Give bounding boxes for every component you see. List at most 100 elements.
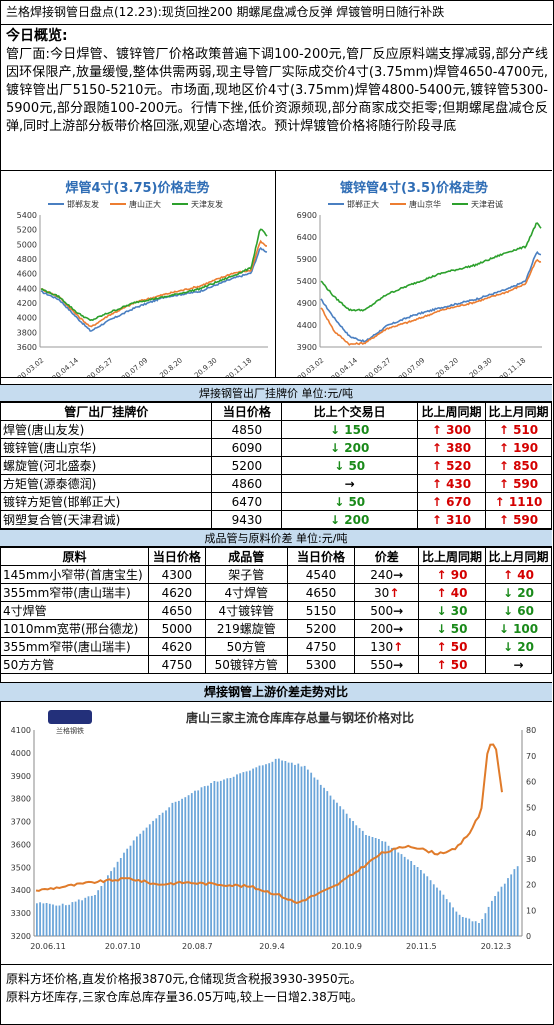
change-cell: → <box>281 474 418 493</box>
flat-arrow-icon: → <box>393 621 404 636</box>
down-arrow-icon: ↓ <box>436 621 451 636</box>
change-cell: ↑ 590 <box>484 510 553 529</box>
inventory-bar <box>400 854 403 936</box>
y-left-tick-label: 3600 <box>11 840 31 849</box>
y-tick-label: 4900 <box>297 299 317 308</box>
price-cell: 4850 <box>211 420 283 439</box>
raw-material: 4寸焊管 <box>0 601 149 620</box>
flat-arrow-icon: → <box>344 476 355 491</box>
inventory-bar <box>55 905 58 936</box>
inventory-bar <box>287 762 290 936</box>
inventory-bar <box>432 884 435 936</box>
inventory-bar <box>355 825 358 936</box>
up-arrow-icon: ↑ <box>498 458 514 473</box>
up-arrow-icon: ↑ <box>431 494 447 509</box>
change-value: 200 <box>344 440 370 455</box>
inventory-bar <box>136 836 138 936</box>
down-arrow-icon: ↓ <box>330 440 345 455</box>
up-arrow-icon: ↑ <box>498 440 514 455</box>
price-cell: 4650 <box>147 601 206 620</box>
inventory-bar <box>94 895 96 936</box>
inventory-bar <box>384 841 387 936</box>
inventory-bar <box>39 902 41 936</box>
col-header: 比上周同期 <box>417 402 486 421</box>
mill-name: 镀锌管(唐山京华) <box>0 438 213 457</box>
table-row: 50方方管 4750 50镀锌方管 5300 550→ ↑ 50 → <box>0 655 553 674</box>
inventory-bar <box>471 921 474 936</box>
change-cell: ↑ 90 <box>418 565 486 584</box>
x-tick-label: 20.9.30 <box>193 356 219 377</box>
inventory-bar <box>161 812 164 936</box>
change-cell: ↑ 510 <box>484 420 553 439</box>
inventory-bar <box>52 904 54 936</box>
y-tick-label: 5000 <box>17 240 37 249</box>
table-row: 355mm窄带(唐山瑞丰) 4620 4寸焊管 4650 30↑ ↑ 40 ↓ 20 <box>0 583 553 602</box>
inventory-bar <box>284 761 287 936</box>
chart3-title: 唐山三家主流仓库库存总量与钢坯价格对比 <box>186 710 414 725</box>
inventory-bar <box>61 903 64 936</box>
price-cell: 4650 <box>286 583 356 602</box>
inventory-bar <box>236 774 238 936</box>
inventory-bar <box>42 903 45 936</box>
inventory-bar <box>255 767 258 936</box>
raw-material: 145mm小窄带(首唐宝生) <box>0 565 149 584</box>
x-tick-label: 20.08.7 <box>182 942 213 951</box>
up-arrow-icon: ↑ <box>393 639 404 654</box>
x-tick-label: 20.11.18 <box>498 356 527 377</box>
change-value: 190 <box>513 440 539 455</box>
chart3-header: 焊接钢管上游价差走势对比 <box>0 682 552 702</box>
y-tick-label: 4400 <box>17 284 37 293</box>
inventory-bar <box>110 871 112 936</box>
inventory-bar <box>478 923 480 936</box>
inventory-bar <box>358 828 361 936</box>
product-name: 50方管 <box>204 637 288 656</box>
change-cell: ↑ 670 <box>417 492 486 511</box>
inventory-bar <box>71 902 74 936</box>
down-arrow-icon: ↓ <box>498 621 514 636</box>
price-charts-row: 焊管4寸(3.75)价格走势 邯郸友发 唐山正大 天津友发 3600 3800 4000 4… <box>0 170 552 378</box>
inventory-bar <box>439 890 442 936</box>
inventory-bar <box>332 799 335 936</box>
inventory-bar <box>45 903 48 936</box>
table-row: 螺旋管(河北盛泰) 5200 ↓ 50 ↑ 520 ↑ 850 <box>0 456 553 475</box>
price-cell: 6470 <box>211 492 283 511</box>
inventory-bar <box>442 894 445 936</box>
y-right-tick-label: 70 <box>526 752 536 761</box>
change-cell: ↓ 50 <box>418 619 486 638</box>
inventory-bar <box>84 897 87 936</box>
inventory-bar <box>371 837 374 936</box>
flat-arrow-icon: → <box>393 657 404 672</box>
inventory-bar <box>68 904 71 936</box>
inventory-bar <box>187 795 190 936</box>
galv-pipe-chart-title: 镀锌管4寸(3.5)价格走势 <box>340 181 488 196</box>
inventory-bar <box>458 914 461 936</box>
change-cell: ↑ 430 <box>417 474 486 493</box>
legend-label: 天津友发 <box>191 199 223 209</box>
y-right-tick-label: 50 <box>526 803 536 812</box>
inventory-bar <box>36 903 38 936</box>
inventory-bar <box>484 913 487 936</box>
x-tick-label: 20.8.20 <box>434 356 460 377</box>
inventory-bar <box>436 887 438 936</box>
inventory-bar <box>281 760 283 936</box>
inventory-bar <box>197 790 200 936</box>
y-tick-label: 3800 <box>17 328 37 337</box>
y-tick-label: 6900 <box>297 211 317 220</box>
down-arrow-icon: ↓ <box>334 458 349 473</box>
galv-pipe-chart-svg: 邯郸正大 唐山京华 天津君诚 3900 4400 4900 5400 5900 6400 6900… <box>296 199 542 377</box>
inventory-bar <box>249 770 251 936</box>
inventory-bar <box>278 758 280 936</box>
inventory-bar <box>468 918 471 936</box>
down-arrow-icon: ↓ <box>503 603 518 618</box>
footer-line-2: 原料方坯库存,三家仓库总库存量36.05万吨,较上一日增2.38万吨。 <box>6 990 363 1004</box>
y-left-tick-label: 4000 <box>11 749 31 758</box>
price-cell: 9430 <box>211 510 283 529</box>
table-row: 镀锌管(唐山京华) 6090 ↓ 200 ↑ 380 ↑ 190 <box>0 438 553 457</box>
change-value: 200 <box>344 512 370 527</box>
col-header: 当日价格 <box>211 402 283 421</box>
inventory-bar <box>416 867 419 936</box>
y-tick-label: 4400 <box>297 321 317 330</box>
mill-name: 螺旋管(河北盛泰) <box>0 456 213 475</box>
inventory-bar <box>207 785 209 936</box>
inventory-bar <box>336 802 338 936</box>
